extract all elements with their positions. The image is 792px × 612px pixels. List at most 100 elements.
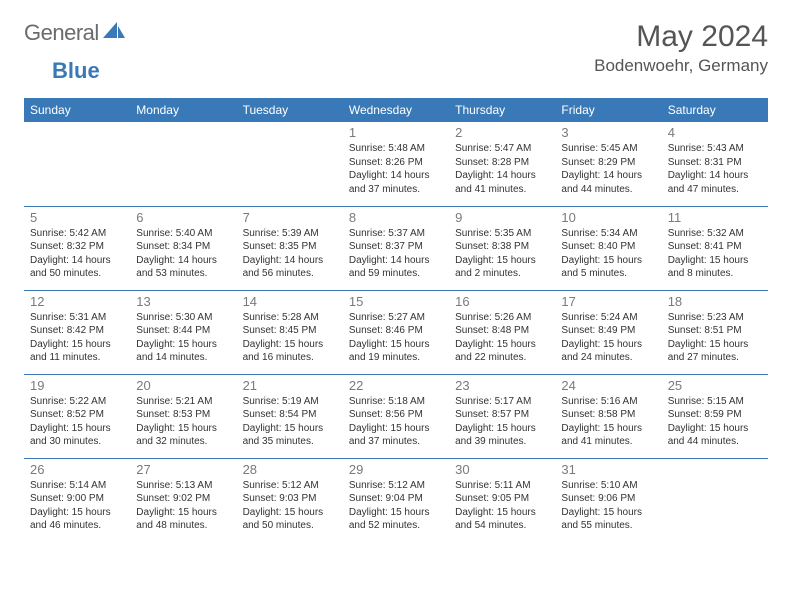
day-info-line: Sunset: 9:06 PM [561,492,655,506]
calendar-day-cell: 5Sunrise: 5:42 AMSunset: 8:32 PMDaylight… [24,206,130,290]
calendar-body: 1Sunrise: 5:48 AMSunset: 8:26 PMDaylight… [24,122,768,542]
day-info-line: and 37 minutes. [349,435,443,449]
day-info-line: Daylight: 14 hours [668,169,762,183]
day-info-line: Daylight: 15 hours [455,338,549,352]
logo-text-2: Blue [52,58,100,83]
day-info-line: Sunset: 9:03 PM [243,492,337,506]
day-info-line: Sunset: 8:51 PM [668,324,762,338]
day-info: Sunrise: 5:15 AMSunset: 8:59 PMDaylight:… [668,395,762,449]
calendar-empty-cell [662,458,768,542]
day-info-line: Daylight: 15 hours [561,506,655,520]
day-info: Sunrise: 5:32 AMSunset: 8:41 PMDaylight:… [668,227,762,281]
day-info-line: Sunrise: 5:28 AM [243,311,337,325]
logo-text-1: General [24,20,99,46]
calendar-table: SundayMondayTuesdayWednesdayThursdayFrid… [24,98,768,542]
day-info: Sunrise: 5:24 AMSunset: 8:49 PMDaylight:… [561,311,655,365]
day-info-line: Sunset: 8:53 PM [136,408,230,422]
day-info-line: Sunset: 8:40 PM [561,240,655,254]
day-info-line: and 30 minutes. [30,435,124,449]
day-info-line: and 35 minutes. [243,435,337,449]
day-info: Sunrise: 5:16 AMSunset: 8:58 PMDaylight:… [561,395,655,449]
day-info: Sunrise: 5:40 AMSunset: 8:34 PMDaylight:… [136,227,230,281]
day-info-line: Sunset: 8:45 PM [243,324,337,338]
day-info-line: Sunrise: 5:24 AM [561,311,655,325]
calendar-day-cell: 4Sunrise: 5:43 AMSunset: 8:31 PMDaylight… [662,122,768,206]
calendar-day-cell: 8Sunrise: 5:37 AMSunset: 8:37 PMDaylight… [343,206,449,290]
day-info-line: Sunset: 8:59 PM [668,408,762,422]
day-number: 3 [561,125,655,140]
day-info-line: Sunrise: 5:12 AM [349,479,443,493]
day-info-line: and 46 minutes. [30,519,124,533]
calendar-day-cell: 16 Sunrise: 5:26 AMSunset: 8:48 PMDayligh… [449,290,555,374]
day-info-line: Daylight: 15 hours [30,506,124,520]
calendar-day-cell: 2Sunrise: 5:47 AMSunset: 8:28 PMDaylight… [449,122,555,206]
day-info-line: Sunrise: 5:12 AM [243,479,337,493]
day-info-line: Daylight: 14 hours [455,169,549,183]
day-info-line: Daylight: 15 hours [561,338,655,352]
day-info-line: Sunrise: 5:16 AM [561,395,655,409]
day-info: Sunrise: 5:28 AMSunset: 8:45 PMDaylight:… [243,311,337,365]
calendar-header-row: SundayMondayTuesdayWednesdayThursdayFrid… [24,98,768,122]
day-number: 17 [561,294,655,309]
day-number: 8 [349,210,443,225]
day-info: Sunrise: 5:17 AMSunset: 8:57 PMDaylight:… [455,395,549,449]
day-info-line: Sunset: 8:32 PM [30,240,124,254]
day-info-line: and 11 minutes. [30,351,124,365]
day-number: 31 [561,462,655,477]
day-info: Sunrise: 5:10 AMSunset: 9:06 PMDaylight:… [561,479,655,533]
day-number: 2 [455,125,549,140]
day-info: Sunrise: 5:22 AMSunset: 8:52 PMDaylight:… [30,395,124,449]
calendar-empty-cell [237,122,343,206]
day-info-line: Sunset: 8:46 PM [349,324,443,338]
calendar-empty-cell [24,122,130,206]
day-number: 16 [455,294,549,309]
day-info-line: Sunrise: 5:10 AM [561,479,655,493]
calendar-day-cell: 19Sunrise: 5:22 AMSunset: 8:52 PMDayligh… [24,374,130,458]
calendar-empty-cell [130,122,236,206]
day-info-line: Daylight: 15 hours [243,422,337,436]
day-info-line: Sunrise: 5:34 AM [561,227,655,241]
day-number: 28 [243,462,337,477]
day-info-line: and 41 minutes. [561,435,655,449]
day-info-line: Sunset: 8:35 PM [243,240,337,254]
day-info: Sunrise: 5:48 AMSunset: 8:26 PMDaylight:… [349,142,443,196]
day-info-line: Sunrise: 5:48 AM [349,142,443,156]
day-info-line: and 59 minutes. [349,267,443,281]
day-info-line: Sunset: 8:56 PM [349,408,443,422]
day-number: 13 [136,294,230,309]
calendar-week-row: 1Sunrise: 5:48 AMSunset: 8:26 PMDaylight… [24,122,768,206]
day-info-line: and 39 minutes. [455,435,549,449]
logo-sail-icon [101,20,125,46]
calendar-week-row: 19Sunrise: 5:22 AMSunset: 8:52 PMDayligh… [24,374,768,458]
day-info: Sunrise: 5:34 AMSunset: 8:40 PMDaylight:… [561,227,655,281]
day-info-line: and 44 minutes. [561,183,655,197]
day-info-line: Sunset: 8:34 PM [136,240,230,254]
calendar-day-cell: 7Sunrise: 5:39 AMSunset: 8:35 PMDaylight… [237,206,343,290]
day-info-line: Sunset: 9:05 PM [455,492,549,506]
day-info-line: Sunset: 8:41 PM [668,240,762,254]
day-info-line: Sunset: 8:48 PM [455,324,549,338]
weekday-header: Wednesday [343,98,449,122]
day-info-line: and 37 minutes. [349,183,443,197]
day-number: 9 [455,210,549,225]
day-info: Sunrise: 5:11 AMSunset: 9:05 PMDaylight:… [455,479,549,533]
day-info-line: Sunrise: 5:39 AM [243,227,337,241]
day-number: 27 [136,462,230,477]
day-info-line: Daylight: 15 hours [243,506,337,520]
day-info-line: Daylight: 15 hours [561,422,655,436]
day-info-line: Sunrise: 5:47 AM [455,142,549,156]
calendar-day-cell: 25Sunrise: 5:15 AMSunset: 8:59 PMDayligh… [662,374,768,458]
day-info-line: Sunrise: 5:19 AM [243,395,337,409]
day-number: 18 [668,294,762,309]
day-info-line: Sunrise: 5:26 AM [455,311,549,325]
calendar-week-row: 5Sunrise: 5:42 AMSunset: 8:32 PMDaylight… [24,206,768,290]
day-info: Sunrise: 5:45 AMSunset: 8:29 PMDaylight:… [561,142,655,196]
calendar-day-cell: 26Sunrise: 5:14 AMSunset: 9:00 PMDayligh… [24,458,130,542]
day-info-line: and 50 minutes. [243,519,337,533]
calendar-day-cell: 9Sunrise: 5:35 AMSunset: 8:38 PMDaylight… [449,206,555,290]
day-info-line: Daylight: 15 hours [30,422,124,436]
day-info: Sunrise: 5:12 AMSunset: 9:04 PMDaylight:… [349,479,443,533]
day-number: 26 [30,462,124,477]
calendar-day-cell: 24Sunrise: 5:16 AMSunset: 8:58 PMDayligh… [555,374,661,458]
day-info-line: Sunrise: 5:17 AM [455,395,549,409]
